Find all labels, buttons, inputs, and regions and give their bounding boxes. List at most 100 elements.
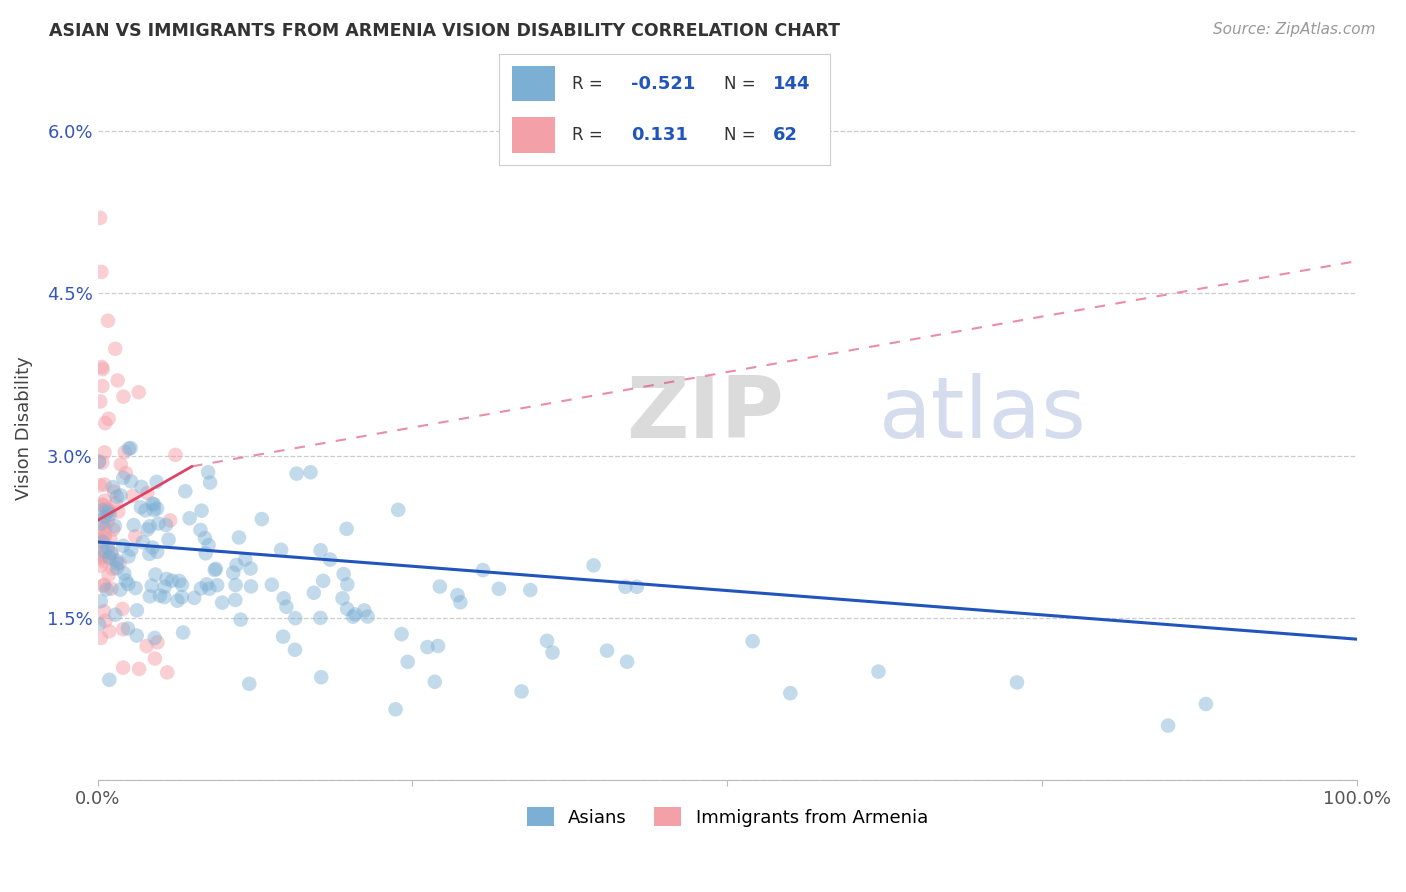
Immigrants from Armenia [96,502,118,516]
Immigrants from Armenia [100,582,122,596]
Asians [429,580,451,594]
Text: R =: R = [572,75,603,93]
Asians [225,558,247,572]
Asians [145,567,167,582]
Asians [122,518,145,533]
Asians [356,609,378,624]
Text: N =: N = [724,75,755,93]
Asians [100,546,122,560]
Asians [190,523,212,537]
Asians [146,501,169,516]
Asians [117,622,139,636]
Immigrants from Armenia [97,567,120,582]
Asians [779,686,801,700]
Asians [519,582,541,597]
Immigrants from Armenia [91,362,114,376]
Asians [104,607,127,622]
Asians [510,684,533,698]
Text: ASIAN VS IMMIGRANTS FROM ARMENIA VISION DISABILITY CORRELATION CHART: ASIAN VS IMMIGRANTS FROM ARMENIA VISION … [49,22,841,40]
Text: atlas: atlas [879,373,1087,456]
Asians [260,577,283,591]
Immigrants from Armenia [93,530,115,544]
Asians [143,498,166,512]
Immigrants from Armenia [87,525,110,540]
Immigrants from Armenia [107,505,129,519]
Asians [194,546,217,560]
Immigrants from Armenia [159,513,181,527]
Asians [299,465,322,479]
Immigrants from Armenia [98,550,121,565]
Asians [120,475,142,489]
Asians [105,553,128,567]
Text: 62: 62 [773,126,799,144]
Asians [115,574,138,588]
Asians [197,538,219,552]
Asians [284,642,307,657]
Immigrants from Armenia [107,373,129,387]
Immigrants from Armenia [108,556,131,570]
Asians [153,580,176,594]
Asians [344,607,367,622]
Immigrants from Armenia [90,265,112,279]
Asians [309,543,332,558]
Asians [1195,697,1218,711]
Asians [112,471,135,485]
Immigrants from Armenia [87,547,110,561]
Asians [141,541,163,555]
Asians [1157,718,1180,732]
Asians [250,512,273,526]
Asians [141,579,163,593]
Asians [582,558,605,573]
Asians [141,497,163,511]
Asians [423,674,446,689]
Asians [131,480,153,494]
Asians [112,539,135,553]
Immigrants from Armenia [146,635,169,649]
Asians [391,627,413,641]
Asians [238,677,260,691]
Immigrants from Armenia [156,665,179,680]
Immigrants from Armenia [89,478,111,492]
Immigrants from Armenia [114,445,136,459]
Immigrants from Armenia [94,493,117,508]
Asians [222,566,245,580]
Asians [309,611,332,625]
Asians [427,639,450,653]
Immigrants from Armenia [97,515,120,529]
Asians [273,591,295,606]
Immigrants from Armenia [94,522,117,536]
Asians [446,588,468,602]
Asians [153,590,176,604]
Immigrants from Armenia [94,527,117,541]
Immigrants from Armenia [93,499,115,513]
Asians [120,441,142,455]
Asians [239,561,262,575]
Asians [87,455,110,469]
Immigrants from Armenia [103,522,125,536]
Asians [112,566,135,581]
Asians [332,591,354,606]
Asians [596,643,619,657]
Asians [117,577,139,591]
Asians [194,531,217,545]
Asians [336,522,359,536]
Immigrants from Armenia [90,551,112,566]
Immigrants from Armenia [135,639,157,653]
Asians [105,561,128,575]
Text: 144: 144 [773,75,811,93]
Asians [240,579,263,593]
Asians [155,572,177,586]
Immigrants from Armenia [94,614,117,628]
Immigrants from Armenia [93,445,115,459]
Asians [183,591,205,605]
Asians [97,541,120,555]
Asians [332,567,354,582]
Asians [110,582,132,597]
Immigrants from Armenia [93,577,115,591]
Asians [224,593,246,607]
Asians [170,578,193,592]
Immigrants from Armenia [114,466,136,480]
Asians [284,611,307,625]
Immigrants from Armenia [98,503,121,517]
Asians [129,500,152,515]
